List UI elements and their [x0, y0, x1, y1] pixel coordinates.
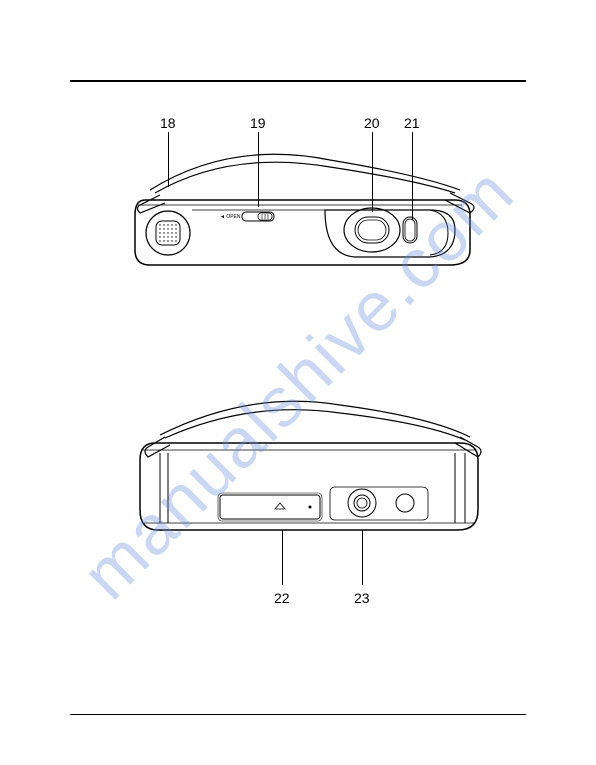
label-19: 19: [250, 115, 266, 131]
label-20: 20: [364, 115, 380, 131]
label-line-23: [362, 530, 363, 585]
label-21: 21: [404, 115, 420, 131]
label-23: 23: [354, 590, 370, 606]
camera-bottom-view-diagram: [130, 395, 490, 625]
label-line-22: [282, 530, 283, 585]
svg-text:◄ OPEN: ◄ OPEN: [220, 214, 241, 220]
label-18: 18: [160, 115, 176, 131]
page-bottom-rule: [70, 714, 526, 715]
page-top-rule: [70, 80, 526, 82]
label-22: 22: [274, 590, 290, 606]
camera-top-view-diagram: ◄ OPEN: [130, 145, 490, 345]
